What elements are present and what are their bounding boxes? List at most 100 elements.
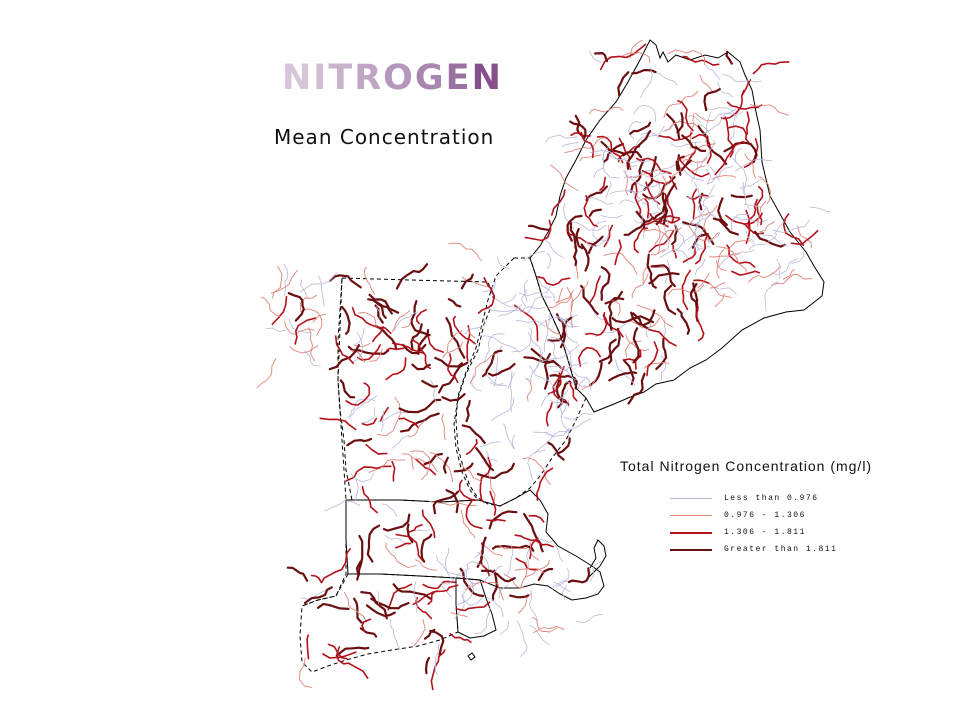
massachusetts-outline (345, 489, 605, 601)
river-segment (551, 580, 573, 590)
river-segment (453, 462, 474, 473)
river-segment (722, 73, 762, 83)
river-segment (699, 74, 714, 94)
river-segment (543, 311, 551, 353)
river-segment (608, 290, 624, 331)
river-segment (303, 350, 321, 367)
river-segment (716, 250, 755, 268)
river-segment (511, 434, 515, 449)
river-segment (461, 424, 486, 444)
legend-item: Greater than 1.811 (670, 541, 920, 558)
river-segment (537, 567, 554, 582)
river-segment (567, 360, 592, 391)
river-segment (401, 320, 412, 328)
river-segment (365, 443, 388, 455)
river-segment (379, 406, 389, 423)
river-segment (599, 43, 647, 71)
river-segment (424, 656, 431, 675)
river-segment (567, 567, 591, 584)
legend-label: Greater than 1.811 (724, 545, 838, 554)
river-segment (360, 591, 388, 620)
river-segment (554, 544, 564, 563)
river-segment (354, 327, 365, 345)
river-segment (614, 239, 622, 266)
river-segment (627, 372, 646, 405)
river-segment (696, 228, 704, 251)
river-segment (592, 221, 609, 243)
title-letter: E (445, 58, 472, 98)
river-segment (589, 150, 628, 161)
river-segment (598, 327, 621, 363)
river-segment (569, 381, 578, 402)
legend-title: Total Nitrogen Concentration (mg/l) (620, 458, 873, 474)
river-segment (391, 435, 410, 449)
river-segment (663, 284, 677, 316)
river-segment (587, 235, 604, 255)
river-segment (515, 320, 546, 328)
river-segment (714, 140, 744, 176)
river-segment (460, 509, 476, 539)
river-segment (270, 269, 298, 294)
river-segment (626, 190, 639, 209)
legend-item: Less than 0.976 (670, 490, 920, 507)
river-segment (427, 584, 459, 605)
river-segment (394, 542, 412, 549)
river-segment (691, 133, 712, 164)
river-segment (469, 352, 500, 384)
river-segment (703, 184, 715, 207)
river-segment (312, 313, 327, 323)
river-segment (395, 533, 424, 562)
river-segment (658, 164, 675, 175)
river-segment (381, 503, 398, 517)
river-segment (660, 355, 666, 381)
river-segment (479, 456, 492, 503)
river-segment (570, 281, 589, 311)
river-segment (579, 154, 602, 162)
river-segment (538, 316, 573, 327)
legend-label: 1.306 - 1.811 (724, 528, 806, 537)
river-segment (511, 327, 532, 353)
river-segment (589, 361, 603, 387)
river-segment (365, 604, 396, 618)
river-segment (551, 189, 566, 216)
river-segment (392, 583, 432, 600)
block-island-outline (467, 652, 476, 661)
river-segment (498, 544, 528, 550)
river-segment (589, 50, 603, 63)
river-segment (560, 319, 579, 328)
river-segment (649, 317, 661, 328)
river-segment (401, 453, 438, 472)
river-segment (522, 457, 551, 485)
title-letter: O (383, 58, 415, 98)
river-segment (465, 438, 478, 455)
river-segment (617, 71, 630, 97)
river-segment (667, 49, 706, 66)
river-segment (770, 273, 813, 286)
river-segment (343, 591, 368, 623)
river-segment (797, 225, 812, 249)
river-segment (413, 581, 418, 613)
title-letter: N (282, 58, 314, 98)
river-segment (676, 143, 716, 161)
river-segment (541, 392, 552, 407)
river-segment (553, 362, 589, 373)
river-segment (633, 105, 656, 123)
river-segment (271, 295, 288, 326)
river-segment (299, 272, 338, 293)
river-segment (712, 175, 737, 180)
river-segment (703, 88, 721, 112)
river-segment (742, 212, 763, 225)
river-segment (537, 277, 555, 303)
river-segment (476, 536, 487, 568)
river-segment (294, 317, 317, 345)
river-segment (345, 465, 392, 482)
river-segment (603, 142, 625, 163)
river-segment (713, 286, 737, 295)
river-segment (764, 281, 779, 312)
river-segment (509, 594, 530, 599)
river-segment (715, 260, 727, 272)
river-segment (438, 361, 469, 394)
river-segment (523, 512, 544, 553)
river-segment (566, 229, 597, 247)
river-segment (639, 207, 643, 233)
